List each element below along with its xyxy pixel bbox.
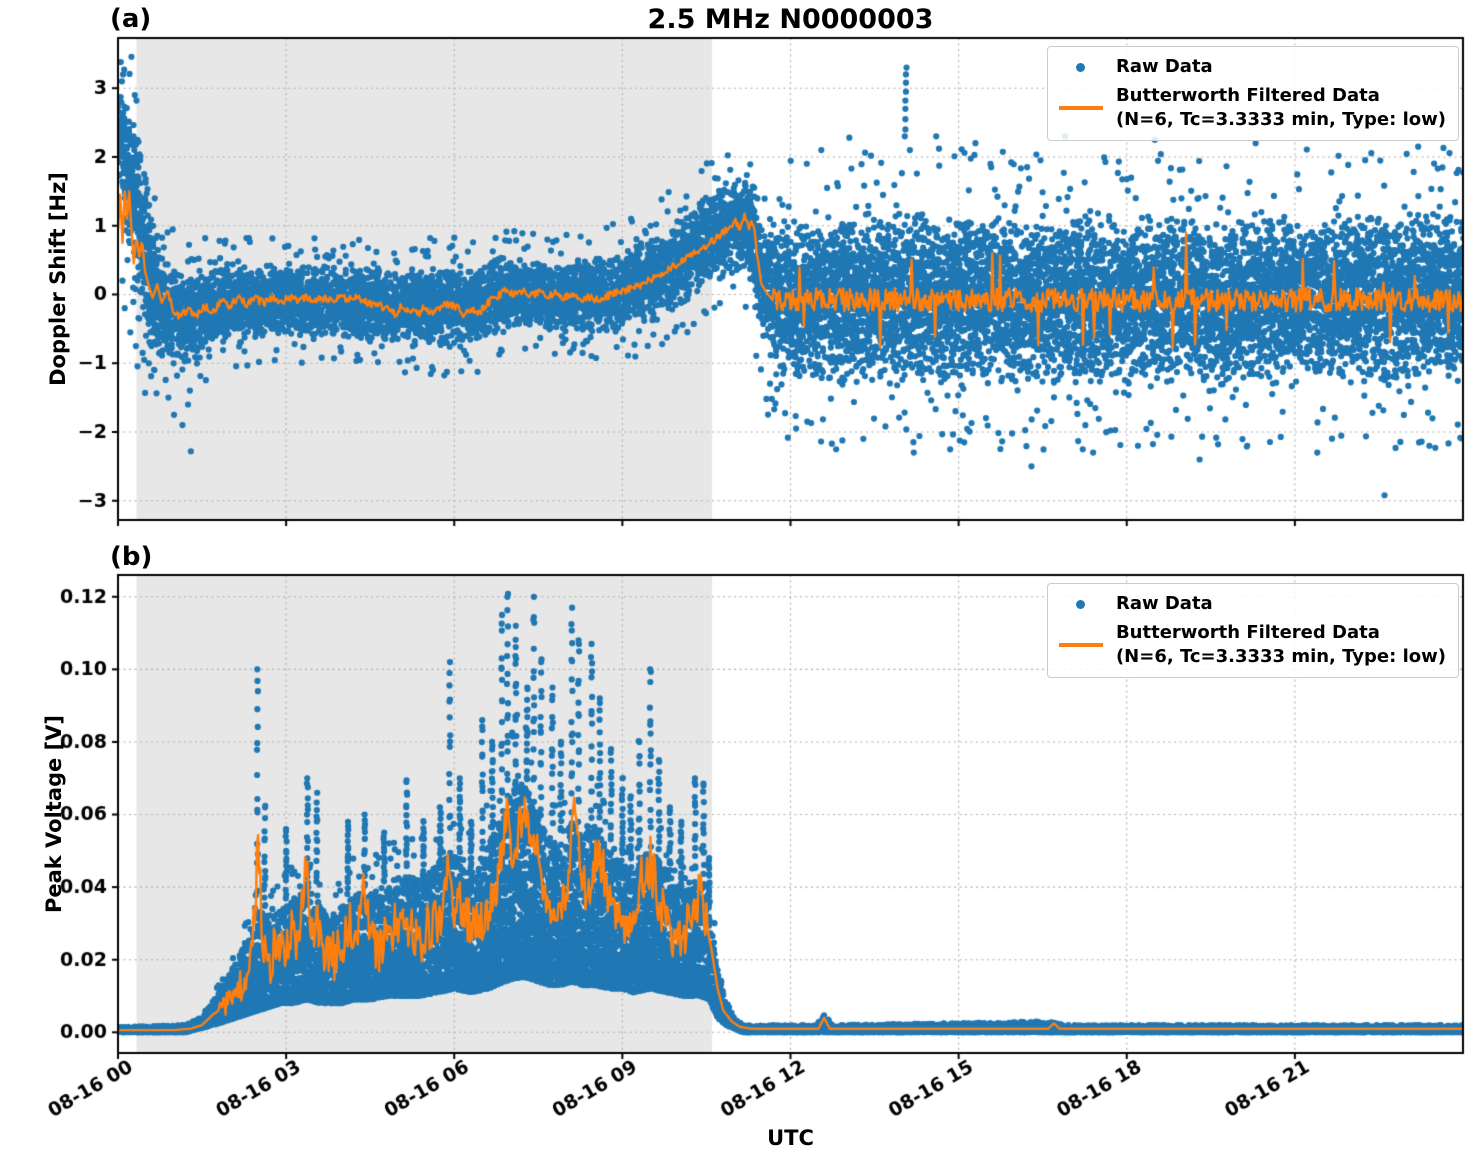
raw-data-dot-icon — [1058, 599, 1104, 609]
legend-filtered-entry: Butterworth Filtered Data (N=6, Tc=3.333… — [1058, 84, 1446, 132]
x-axis-label: UTC — [767, 1126, 814, 1150]
chart-title: 2.5 MHz N0000003 — [647, 4, 934, 35]
panel-b-y-axis-label: Peak Voltage [V] — [42, 714, 66, 914]
legend-filtered-label: Butterworth Filtered Data (N=6, Tc=3.333… — [1116, 84, 1446, 132]
legend-filtered-entry: Butterworth Filtered Data (N=6, Tc=3.333… — [1058, 621, 1446, 669]
legend-filtered-label: Butterworth Filtered Data (N=6, Tc=3.333… — [1116, 621, 1446, 669]
legend-filtered-label-line1: Butterworth Filtered Data — [1115, 85, 1380, 106]
legend-raw-entry: Raw Data — [1058, 592, 1446, 616]
filtered-line-icon — [1058, 643, 1104, 647]
panel-b-legend: Raw Data Butterworth Filtered Data (N=6,… — [1046, 583, 1459, 678]
filtered-line-icon — [1058, 106, 1104, 110]
raw-data-dot-icon — [1058, 62, 1104, 72]
legend-filtered-label-line2: (N=6, Tc=3.3333 min, Type: low) — [1115, 109, 1446, 130]
legend-raw-label: Raw Data — [1115, 593, 1213, 614]
panel-b-label: (b) — [110, 542, 153, 572]
legend-raw-label: Raw Data — [1115, 56, 1213, 77]
panel-a-label: (a) — [110, 4, 152, 34]
panel-a-y-axis-label: Doppler Shift [Hz] — [46, 172, 70, 386]
panel-a-legend: Raw Data Butterworth Filtered Data (N=6,… — [1046, 46, 1459, 141]
legend-filtered-label-line2: (N=6, Tc=3.3333 min, Type: low) — [1115, 646, 1446, 667]
legend-raw-entry: Raw Data — [1058, 55, 1446, 79]
legend-filtered-label-line1: Butterworth Filtered Data — [1115, 622, 1380, 643]
